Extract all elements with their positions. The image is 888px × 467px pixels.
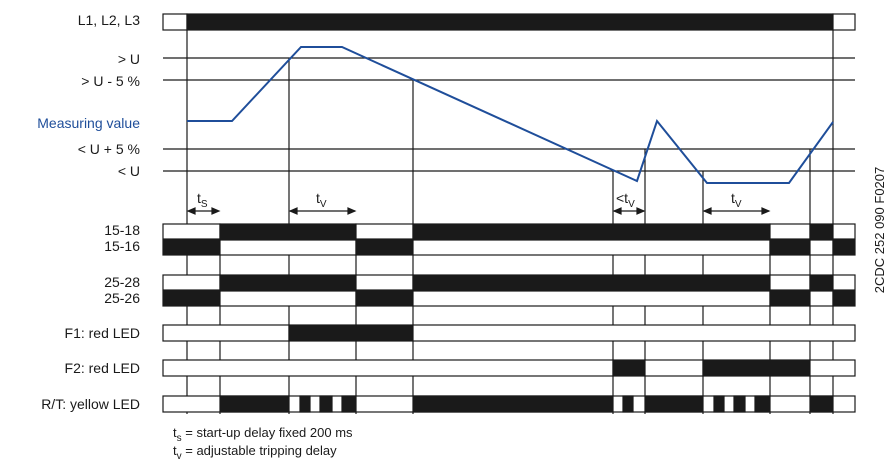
arrow-tv2-head-right — [636, 207, 646, 215]
arrow-tv2-head-left — [612, 207, 622, 215]
bar-25-28-seg-6 — [809, 274, 834, 291]
bar-f1-off-2 — [412, 324, 856, 342]
bar-25-28-seg-4 — [412, 274, 771, 291]
label-f1-red-led: F1: red LED — [65, 325, 140, 341]
measuring-value-curve — [187, 46, 834, 184]
bar-rt-blink-3b — [733, 395, 746, 413]
bar-25-26-seg-5 — [769, 290, 811, 307]
event-lines — [186, 30, 834, 414]
bar-rt-blink-1b — [319, 395, 333, 413]
bar-25-26-seg-1 — [162, 290, 221, 307]
bar-25-26-seg-2 — [219, 290, 357, 307]
bar-15-18-seg-6 — [809, 223, 834, 240]
bar-15-18-seg-4 — [412, 223, 771, 240]
label-over-u: > U — [118, 51, 140, 67]
bar-25-28-seg-7 — [832, 274, 856, 291]
signal-25-28 — [162, 274, 856, 291]
signal-f1-red-led — [162, 324, 856, 342]
label-25-28: 25-28 — [104, 274, 140, 290]
bar-rt-blink-1a — [299, 395, 311, 413]
signal-15-18 — [162, 223, 856, 240]
bar-15-16-seg-3 — [355, 239, 414, 256]
bar-rt-on-1 — [219, 395, 290, 413]
threshold-lines — [163, 57, 855, 172]
label-tv2: <tV — [616, 190, 635, 210]
signal-25-26 — [162, 290, 856, 307]
bar-rt-blink-3c — [754, 395, 771, 413]
bar-f2-on-2 — [702, 359, 811, 377]
bar-25-28-seg-2 — [219, 274, 357, 291]
arrow-ts-head-right — [211, 207, 221, 215]
signal-15-16 — [162, 239, 856, 256]
bar-f2-off-2 — [644, 359, 704, 377]
bar-15-18-seg-1 — [162, 223, 221, 240]
arrow-ts-head-left — [186, 207, 196, 215]
arrow-tv3-head-right — [761, 207, 771, 215]
bar-15-16-seg-6 — [809, 239, 834, 256]
bar-15-18-seg-7 — [832, 223, 856, 240]
bar-f2-on-1 — [612, 359, 646, 377]
bar-25-28-seg-3 — [355, 274, 414, 291]
bar-rt-blink-3a — [713, 395, 725, 413]
bar-rt-on-4 — [809, 395, 834, 413]
signal-f2-red-led — [162, 359, 856, 377]
supply-bar-on — [186, 13, 834, 31]
bar-15-16-seg-5 — [769, 239, 811, 256]
bar-15-18-seg-2 — [219, 223, 357, 240]
label-under-u-plus-5: < U + 5 % — [78, 141, 140, 157]
bar-25-28-seg-1 — [162, 274, 221, 291]
bar-15-16-seg-7 — [832, 239, 856, 256]
label-over-u-minus-5: > U - 5 % — [81, 73, 140, 89]
bar-25-28-seg-5 — [769, 274, 811, 291]
bar-rt-on-3 — [644, 395, 704, 413]
legend-tv: tv = adjustable tripping delay — [173, 443, 337, 462]
timing-arrows — [186, 207, 771, 215]
bar-15-18-seg-3 — [355, 223, 414, 240]
label-rt-yellow-led: R/T: yellow LED — [41, 396, 140, 412]
bar-rt-on-2 — [412, 395, 614, 413]
label-l1-l2-l3: L1, L2, L3 — [78, 12, 140, 28]
supply-bar-off-end — [832, 13, 856, 31]
bar-rt-blink-2a — [622, 395, 634, 413]
bar-15-16-seg-1 — [162, 239, 221, 256]
arrow-tv1-head-right — [347, 207, 357, 215]
label-tv1: tV — [316, 190, 327, 210]
signal-supply — [162, 13, 856, 31]
bar-25-26-seg-7 — [832, 290, 856, 307]
label-tv3: tV — [731, 190, 742, 210]
signal-rt-yellow-led — [162, 395, 856, 413]
bar-15-16-seg-2 — [219, 239, 357, 256]
label-measuring-value: Measuring value — [37, 115, 140, 131]
drawing-code: 2CDC 252 090 F0207 — [872, 167, 887, 293]
label-f2-red-led: F2: red LED — [65, 360, 140, 376]
bar-15-16-seg-4 — [412, 239, 771, 256]
arrow-tv1-head-left — [288, 207, 298, 215]
bar-25-26-seg-6 — [809, 290, 834, 307]
supply-bar-off-start — [162, 13, 188, 31]
legend-ts: ts = start-up delay fixed 200 ms — [173, 425, 353, 444]
label-25-26: 25-26 — [104, 290, 140, 306]
bar-f2-off-1 — [162, 359, 614, 377]
label-15-18: 15-18 — [104, 222, 140, 238]
bar-rt-blink-1c — [341, 395, 357, 413]
bar-15-18-seg-5 — [769, 223, 811, 240]
bar-f2-off-3 — [809, 359, 856, 377]
label-under-u: < U — [118, 163, 140, 179]
label-ts: tS — [197, 190, 208, 210]
arrow-tv3-head-left — [702, 207, 712, 215]
bar-25-26-seg-4 — [412, 290, 771, 307]
bar-25-26-seg-3 — [355, 290, 414, 307]
bar-f1-off-1 — [162, 324, 290, 342]
bar-f1-on — [288, 324, 414, 342]
label-15-16: 15-16 — [104, 238, 140, 254]
